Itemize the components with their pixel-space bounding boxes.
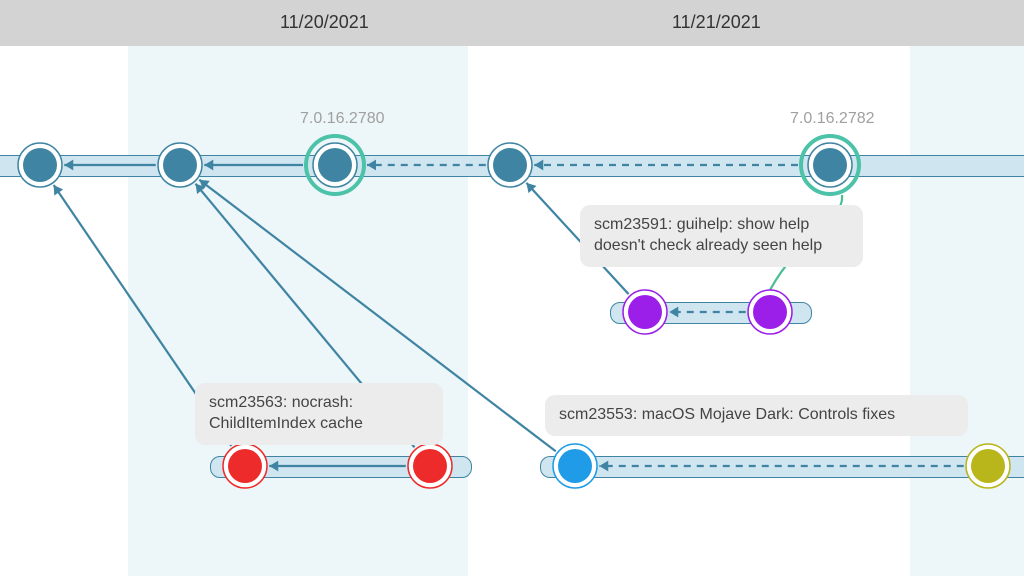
commit-red_a[interactable] — [228, 449, 262, 483]
diagram-stage: 11/20/2021 11/21/2021 7.0.16.2780 7.0.16… — [0, 0, 1024, 576]
commit-main_e[interactable] — [813, 148, 847, 182]
commit-main_d[interactable] — [493, 148, 527, 182]
tag-label-0: 7.0.16.2780 — [300, 110, 385, 128]
commit-main_b[interactable] — [163, 148, 197, 182]
commit-purple_b[interactable] — [753, 295, 787, 329]
graph-svg — [0, 0, 1024, 576]
commit-blue_a[interactable] — [558, 449, 592, 483]
callout-2: scm23553: macOS Mojave Dark: Controls fi… — [545, 395, 968, 436]
commit-purple_a[interactable] — [628, 295, 662, 329]
commit-red_b[interactable] — [413, 449, 447, 483]
tag-label-1: 7.0.16.2782 — [790, 110, 875, 128]
callout-1: scm23563: nocrash: ChildItemIndex cache — [195, 383, 443, 445]
commit-main_a[interactable] — [23, 148, 57, 182]
commit-olive_a[interactable] — [971, 449, 1005, 483]
commit-main_c[interactable] — [318, 148, 352, 182]
callout-0: scm23591: guihelp: show help doesn't che… — [580, 205, 863, 267]
